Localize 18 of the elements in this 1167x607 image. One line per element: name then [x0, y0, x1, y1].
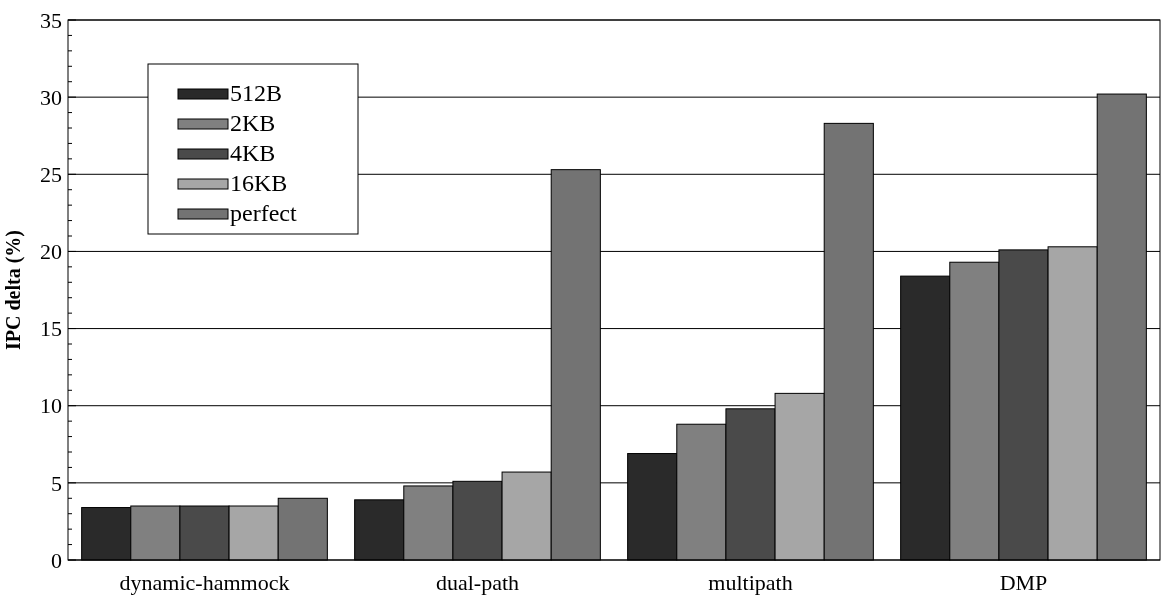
- y-tick-label: 0: [51, 547, 62, 573]
- legend-label: 16KB: [230, 170, 288, 196]
- x-tick-label: dynamic-hammock: [119, 570, 290, 595]
- legend-label: 4KB: [230, 140, 276, 166]
- x-tick-label: dual-path: [435, 570, 520, 595]
- legend-label: 2KB: [230, 110, 276, 136]
- y-axis-title: IPC delta (%): [2, 230, 25, 350]
- y-tick-label: 30: [40, 84, 62, 110]
- y-tick-label: 10: [40, 393, 62, 419]
- y-tick-label: 20: [40, 239, 62, 265]
- x-tick-label: multipath: [708, 570, 793, 595]
- x-tick-label: DMP: [999, 570, 1048, 595]
- y-tick-label: 15: [40, 316, 62, 342]
- legend-label: perfect: [230, 200, 297, 226]
- y-tick-label: 25: [40, 161, 62, 187]
- legend-label: 512B: [230, 80, 283, 106]
- y-tick-label: 5: [51, 470, 62, 496]
- y-tick-label: 35: [40, 7, 62, 33]
